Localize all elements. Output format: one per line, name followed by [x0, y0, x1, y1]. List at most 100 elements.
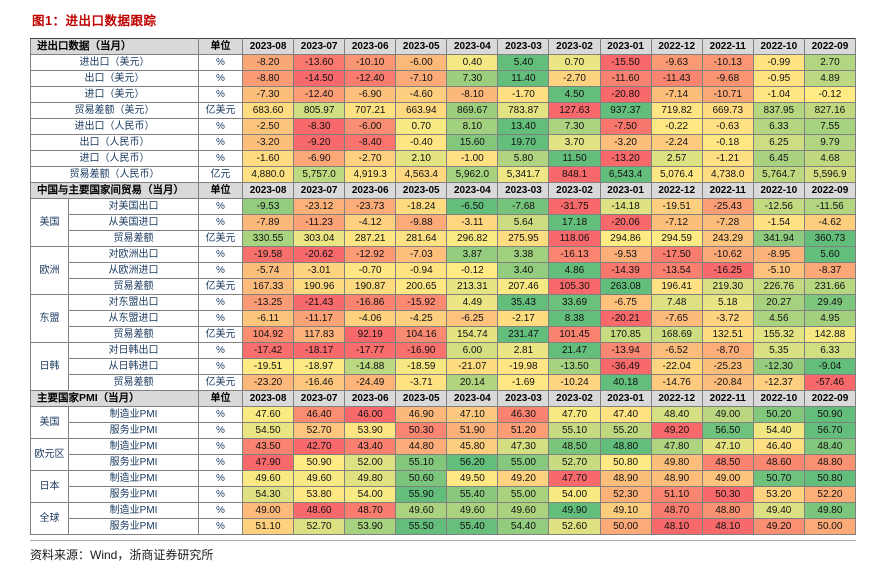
unit-cell: %: [198, 198, 243, 215]
value-cell: -8.30: [293, 118, 346, 135]
unit-cell: 亿美元: [198, 102, 243, 119]
value-cell: 0.70: [395, 118, 448, 135]
row-label: 制造业PMI: [68, 406, 199, 423]
value-cell: 54.30: [241, 486, 295, 503]
unit-cell: 亿美元: [198, 230, 243, 247]
value-cell: 44.80: [395, 438, 448, 455]
row-label: 服务业PMI: [68, 422, 199, 439]
month-header: 2023-01: [599, 38, 652, 55]
value-cell: 47.10: [446, 406, 499, 423]
value-cell: -16.46: [293, 374, 346, 391]
row-label: 对东盟出口: [68, 294, 199, 311]
value-cell: -7.28: [701, 214, 754, 231]
value-cell: -23.12: [293, 198, 346, 215]
value-cell: -7.65: [650, 310, 703, 327]
value-cell: -4.60: [395, 86, 448, 103]
value-cell: 360.73: [803, 230, 857, 247]
value-cell: -6.50: [446, 198, 499, 215]
value-cell: 53.90: [344, 518, 397, 535]
section-title: 进出口数据（当月）: [30, 38, 199, 55]
value-cell: 35.43: [497, 294, 550, 311]
value-cell: 47.40: [599, 406, 652, 423]
value-cell: -7.03: [395, 246, 448, 263]
value-cell: 54.50: [241, 422, 295, 439]
value-cell: 54.00: [548, 486, 601, 503]
value-cell: 48.50: [701, 454, 754, 471]
month-header: 2023-03: [497, 182, 550, 199]
value-cell: -1.60: [241, 150, 295, 167]
group-label: 东盟: [30, 294, 69, 343]
value-cell: 50.80: [803, 470, 857, 487]
value-cell: 294.59: [650, 230, 703, 247]
value-cell: 5,076.4: [650, 166, 703, 183]
value-cell: 3.40: [497, 262, 550, 279]
value-cell: 52.30: [599, 486, 652, 503]
value-cell: 49.60: [446, 502, 499, 519]
value-cell: -11.56: [803, 198, 857, 215]
value-cell: -0.94: [395, 262, 448, 279]
value-cell: -4.25: [395, 310, 448, 327]
value-cell: 49.80: [803, 502, 857, 519]
value-cell: 104.92: [241, 326, 295, 343]
trade-table: 进出口数据（当月） 单位 2023-08 2023-07 2023-06 2023-05 2…: [30, 38, 857, 535]
value-cell: -11.23: [293, 214, 346, 231]
value-cell: 47.70: [548, 406, 601, 423]
value-cell: 33.69: [548, 294, 601, 311]
value-cell: -3.20: [599, 134, 652, 151]
value-cell: -6.75: [599, 294, 652, 311]
value-cell: 47.60: [241, 406, 295, 423]
value-cell: 4,738.0: [701, 166, 754, 183]
value-cell: 92.19: [344, 326, 397, 343]
table-row: 进出口（美元）% -8.20 -13.60 -10.10 -6.00 0.40 5.40 0.…: [30, 54, 857, 71]
value-cell: 51.10: [241, 518, 295, 535]
table-row: 服务业PMI% 54.30 53.80 54.00 55.90 55.40 55.00 54.…: [31, 486, 857, 503]
value-cell: 805.97: [293, 102, 346, 119]
month-header: 2023-08: [241, 182, 295, 199]
row-label: 进口（美元）: [30, 86, 199, 103]
value-cell: 49.60: [395, 502, 448, 519]
value-cell: -14.39: [599, 262, 652, 279]
value-cell: 50.90: [803, 406, 857, 423]
value-cell: -20.80: [599, 86, 652, 103]
value-cell: -0.95: [752, 70, 805, 87]
section-title: 主要国家PMI（当月）: [30, 390, 199, 407]
value-cell: 5.18: [701, 294, 754, 311]
value-cell: 170.85: [599, 326, 652, 343]
value-cell: 48.90: [599, 470, 652, 487]
value-cell: 4.50: [548, 86, 601, 103]
value-cell: 683.60: [241, 102, 295, 119]
value-cell: 46.30: [497, 406, 550, 423]
value-cell: -8.10: [446, 86, 499, 103]
value-cell: -2.17: [497, 310, 550, 327]
table-row: 贸易差额 亿美元 330.55 303.04 287.21 281.64 296.82 275…: [31, 230, 857, 247]
value-cell: -13.50: [548, 358, 601, 375]
unit-cell: %: [198, 86, 243, 103]
value-cell: 49.60: [497, 502, 550, 519]
value-cell: -14.50: [293, 70, 346, 87]
month-header: 2023-03: [497, 38, 550, 55]
value-cell: 29.49: [803, 294, 857, 311]
value-cell: -16.25: [701, 262, 754, 279]
value-cell: -3.01: [293, 262, 346, 279]
value-cell: -6.11: [241, 310, 295, 327]
table-row: 贸易差额 亿美元 104.92 117.83 92.19 104.16 154.74 231.…: [31, 326, 857, 343]
row-label: 从欧洲进口: [68, 262, 199, 279]
value-cell: -1.04: [752, 86, 805, 103]
unit-column-header: 单位: [198, 38, 243, 55]
month-header: 2022-10: [752, 390, 805, 407]
row-label: 贸易差额: [68, 326, 199, 343]
table-row: 进口（人民币）% -1.60 -6.90 -2.70 2.10 -1.00 5.80 11.5…: [30, 150, 857, 167]
value-cell: -19.58: [241, 246, 295, 263]
value-cell: -2.24: [650, 134, 703, 151]
value-cell: 7.30: [548, 118, 601, 135]
value-cell: -9.53: [599, 246, 652, 263]
value-cell: 4,880.0: [241, 166, 295, 183]
value-cell: -17.77: [344, 342, 397, 359]
value-cell: 52.00: [344, 454, 397, 471]
value-cell: 55.40: [446, 518, 499, 535]
value-cell: 49.00: [241, 502, 295, 519]
value-cell: 6,543.4: [599, 166, 652, 183]
value-cell: -19.51: [241, 358, 295, 375]
value-cell: -14.18: [599, 198, 652, 215]
value-cell: -24.49: [344, 374, 397, 391]
